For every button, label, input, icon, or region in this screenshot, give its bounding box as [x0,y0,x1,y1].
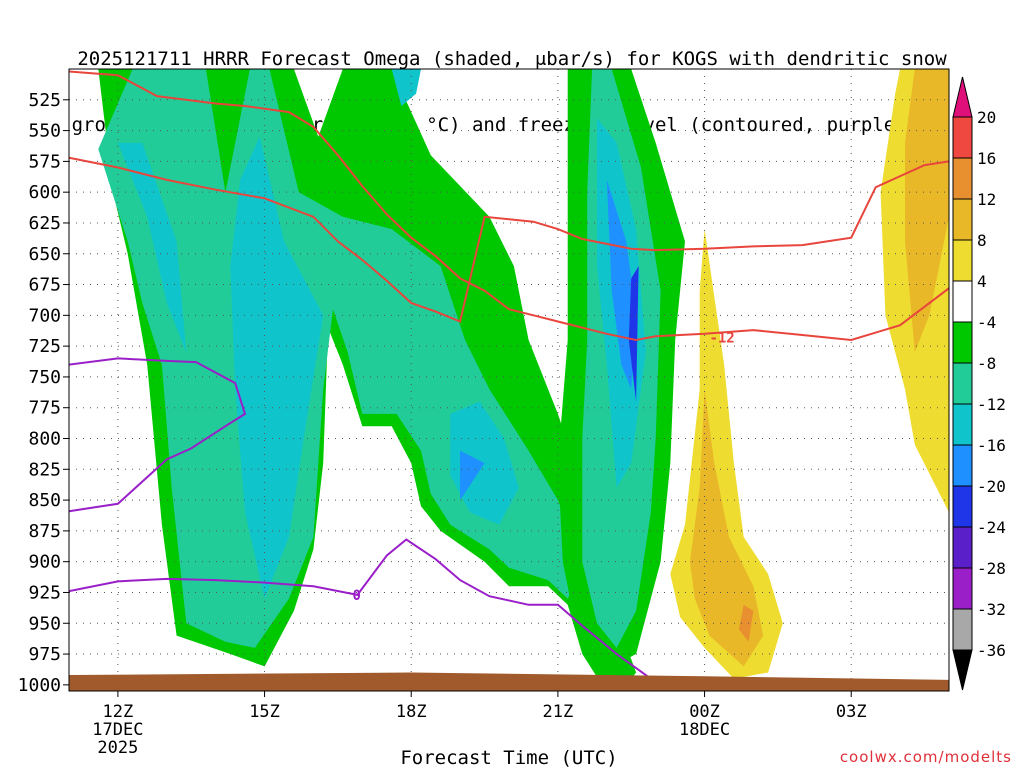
colorbar-label: 20 [977,108,996,127]
y-tick-label: 775 [28,398,61,419]
colorbar-label: -16 [977,436,1006,455]
x-tick-label: 15Z [249,702,280,722]
dgz-contour-line [69,70,949,342]
colorbar-legend: 20 16 12 8 4 -4 -8 -12 -16 -20 -24 -28 -32 -36 [952,76,1006,691]
omega-region-warm-right-b [905,69,949,353]
colorbar-swatch [952,403,973,446]
title-line-1: 2025121711 HRRR Forecast Omega (shaded, … [77,48,947,70]
colorbar-label: -32 [977,600,1006,619]
y-tick-label: 875 [28,521,61,542]
plot-frame [68,68,950,692]
x-tick-label: 00Z [689,702,720,722]
omega-shading [98,69,949,685]
colorbar-swatch [952,116,973,159]
colorbar-swatch [952,526,973,569]
contour-lines [69,70,949,680]
y-tick-label: 750 [28,367,61,388]
y-tick-label: 600 [28,182,61,203]
ground-fill [69,672,949,691]
y-tick-label: 1000 [18,675,61,696]
colorbar-label: 16 [977,149,996,168]
colorbar-swatch [952,76,973,118]
colorbar-label: 4 [977,272,987,291]
omega-region-band1-lowcore2 [460,450,485,501]
omega-region-band1-core [117,142,187,353]
y-tick-label: 525 [28,90,61,111]
y-tick-label: 975 [28,644,61,665]
colorbar-label: -12 [977,395,1006,414]
contour-labels: -12 0 [353,331,735,604]
colorbar-swatch [952,649,973,691]
x-tick-label: 21Z [543,702,574,722]
x-tick-label: 18Z [396,702,427,722]
y-tick-label: 925 [28,582,61,603]
colorbar-label: 12 [977,190,996,209]
colorbar-swatch [952,567,973,610]
colorbar-label: -36 [977,641,1006,660]
y-tick-label: 900 [28,552,61,573]
ground-layer [69,672,949,691]
omega-region-band2-c3 [628,266,639,402]
colorbar-swatch [952,198,973,241]
colorbar-label: 8 [977,231,987,250]
x-tick-date-label: 18DEC [679,720,730,740]
colorbar-label: -24 [977,518,1006,537]
x-tick-year-label: 2025 [97,738,138,758]
omega-region-band1-core2 [230,136,324,599]
omega-region-band1-mid [98,69,583,648]
colorbar-swatch [952,362,973,405]
y-axis: 525 550 575 600 625 650 675 700 725 750 775 800 825 8… [18,90,69,696]
omega-region-warm-plume-c [738,604,754,642]
colorbar-swatch [952,444,973,487]
y-tick-label: 625 [28,213,61,234]
omega-region-band1-top [391,69,421,106]
dgz-contour-label: -12 [709,331,734,347]
freezing-level-line [69,538,652,680]
colorbar-label: -28 [977,559,1006,578]
y-tick-label: 650 [28,244,61,265]
colorbar-label: -20 [977,477,1006,496]
x-tick-label: 12Z [103,702,134,722]
omega-region-warm-plume-b [689,389,764,667]
colorbar-swatch [952,321,973,364]
colorbar-swatch [952,280,973,323]
colorbar-swatch [952,239,973,282]
freezing-level-line [69,357,247,513]
y-tick-label: 950 [28,613,61,634]
y-tick-label: 825 [28,459,61,480]
y-tick-label: 725 [28,336,61,357]
colorbar-swatch [952,485,973,528]
colorbar-label: -8 [977,354,996,373]
dgz-contour-line [69,156,949,323]
x-tick-label: 03Z [836,702,867,722]
x-tick-date-label: 17DEC [92,720,143,740]
colorbar-swatch [952,157,973,200]
y-tick-label: 700 [28,305,61,326]
y-tick-label: 675 [28,275,61,296]
grid-lines [69,69,949,691]
y-tick-label: 850 [28,490,61,511]
y-tick-label: 550 [28,121,61,142]
y-tick-label: 800 [28,429,61,450]
x-axis-label: Forecast Time (UTC) [400,747,617,768]
omega-region-band2-c2 [606,179,637,390]
freezing-level-label: 0 [353,588,361,604]
y-tick-label: 575 [28,151,61,172]
watermark: coolwx.com/modelts [839,748,1012,766]
colorbar-swatch [952,608,973,651]
colorbar-label: -4 [977,313,996,332]
